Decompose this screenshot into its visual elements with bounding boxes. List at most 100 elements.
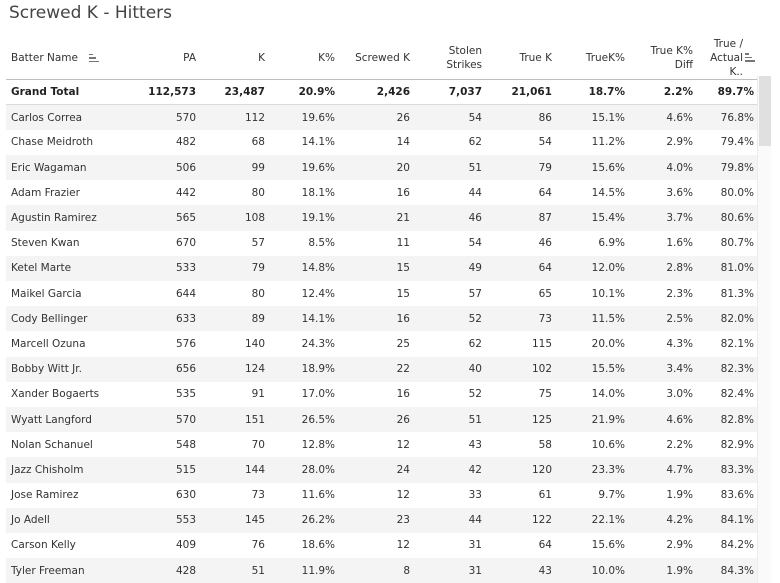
cell-name: Jo Adell [6, 507, 131, 533]
cell-pa: 570 [131, 104, 199, 130]
cell-stolen-strikes: 42 [413, 457, 485, 483]
table-row[interactable]: Tyler Freeman 428 51 11.9% 8 31 43 10.0% 1.9% 84.… [6, 558, 757, 583]
table-row[interactable]: Carson Kelly 409 76 18.6% 12 31 64 15.6% 2.9% 84.… [6, 533, 757, 558]
table-row[interactable]: Jose Ramirez 630 73 11.6% 12 33 61 9.7% 1.9% 83.6… [6, 483, 757, 508]
table-row[interactable]: Ketel Marte 533 79 14.8% 15 49 64 12.0% 2.8% 81.0… [6, 255, 757, 281]
cell-k-pct: 18.6% [301, 539, 335, 552]
cell-true-k-pct: 21.9% [555, 406, 628, 433]
cell-true-k-pct: 11.2% [591, 136, 625, 149]
table-row[interactable]: Steven Kwan 670 57 8.5% 11 54 46 6.9% 1.6% 80.7% [6, 231, 757, 256]
cell-name: Grand Total [6, 79, 131, 106]
cell-true-k: 54 [538, 136, 552, 149]
cell-k-pct: 24.3% [301, 337, 335, 350]
header-true-k-pct[interactable]: TrueK% [555, 37, 628, 80]
table-row[interactable]: Eric Wagaman 506 99 19.6% 20 51 79 15.6% 4.0% 79.… [6, 155, 757, 181]
cell-true-k-diff: 1.9% [666, 489, 693, 502]
cell-name: Jose Ramirez [11, 489, 79, 502]
cell-screwed-k: 26 [338, 104, 413, 130]
cell-true-actual-ratio: 82.1% [720, 337, 754, 350]
header-true-k[interactable]: True K [485, 37, 555, 80]
table-row[interactable]: Maikel Garcia 644 80 12.4% 15 57 65 10.1% 2.3% 81… [6, 281, 757, 306]
cell-true-k-pct: 22.1% [555, 507, 628, 533]
cell-k: 23,487 [199, 79, 268, 106]
cell-screwed-k: 26 [338, 406, 413, 433]
cell-k: 89 [199, 306, 268, 332]
table-row[interactable]: Carlos Correa 570 112 19.6% 26 54 86 15.1% 4.6% 7… [6, 104, 757, 130]
cell-screwed-k: 23 [338, 507, 413, 533]
cell-k-pct: 20.9% [268, 79, 338, 106]
header-stolen-strikes[interactable]: Stolen Strikes [413, 37, 485, 80]
table-row[interactable]: Marcell Ozuna 576 140 24.3% 25 62 115 20.0% 4.3%… [6, 331, 757, 356]
cell-pa: 670 [175, 237, 196, 250]
cell-stolen-strikes: 54 [468, 237, 482, 250]
cell-true-k-diff: 3.4% [628, 356, 696, 382]
table-row[interactable]: Adam Frazier 442 80 18.1% 16 44 64 14.5% 3.6% 80.… [6, 180, 757, 205]
sort-icon[interactable] [89, 53, 100, 63]
table-row[interactable]: Xander Bogaerts 535 91 17.0% 16 52 75 14.0% 3.0%… [6, 382, 757, 407]
page-title: Screwed K - Hitters [9, 3, 173, 23]
cell-true-k-diff: 1.9% [628, 558, 696, 583]
scrollbar-thumb[interactable] [759, 76, 771, 146]
cell-true-k: 75 [538, 388, 552, 401]
cell-true-k: 65 [538, 287, 552, 300]
cell-stolen-strikes: 52 [413, 306, 485, 332]
table-row[interactable]: Nolan Schanuel 548 70 12.8% 12 43 58 10.6% 2.2% 8… [6, 432, 757, 457]
cell-true-k: 73 [485, 306, 555, 332]
cell-name: Maikel Garcia [11, 287, 82, 300]
header-true-actual-ratio[interactable]: True / Actual K.. [696, 37, 757, 80]
cell-true-actual-ratio: 79.4% [720, 136, 754, 149]
cell-true-k-pct: 10.0% [555, 558, 628, 583]
header-screwed-k[interactable]: Screwed K [338, 37, 413, 80]
table-row[interactable]: Jo Adell 553 145 26.2% 23 44 122 22.1% 4.2% 84.1% [6, 507, 757, 533]
cell-true-k: 115 [531, 337, 552, 350]
cell-pa: 570 [131, 406, 199, 433]
sort-icon[interactable] [745, 53, 755, 62]
cell-pa: 112,573 [131, 79, 199, 106]
cell-k: 124 [199, 356, 268, 382]
cell-true-k-diff: 2.5% [628, 306, 696, 332]
table-row[interactable]: Bobby Witt Jr. 656 124 18.9% 22 40 102 15.5% 3.4… [6, 356, 757, 382]
cell-true-k: 43 [485, 558, 555, 583]
cell-stolen-strikes: 54 [413, 104, 485, 130]
cell-screwed-k: 24 [338, 457, 413, 483]
cell-true-k-diff: 4.7% [628, 457, 696, 483]
header-true-k-diff[interactable]: True K% Diff [628, 37, 696, 80]
cell-screwed-k: 11 [396, 237, 410, 250]
cell-k: 51 [199, 558, 268, 583]
header-k[interactable]: K [199, 37, 268, 80]
cell-stolen-strikes: 51 [413, 155, 485, 181]
header-pa[interactable]: PA [131, 37, 199, 80]
table-row[interactable]: Agustin Ramirez 565 108 19.1% 21 46 87 15.4% 3.7… [6, 205, 757, 231]
header-batter-name[interactable]: Batter Name [6, 37, 131, 80]
table-row[interactable]: Jazz Chisholm 515 144 28.0% 24 42 120 23.3% 4.7%… [6, 457, 757, 483]
cell-pa: 576 [175, 337, 196, 350]
cell-true-k: 46 [538, 237, 552, 250]
cell-name: Wyatt Langford [6, 406, 131, 433]
cell-true-actual-ratio: 80.0% [720, 186, 754, 199]
cell-true-actual-ratio: 82.8% [696, 406, 757, 433]
cell-stolen-strikes: 7,037 [413, 79, 485, 106]
cell-screwed-k: 25 [396, 337, 410, 350]
cell-screwed-k: 21 [338, 205, 413, 231]
cell-k-pct: 14.8% [268, 255, 338, 281]
table-row[interactable]: Cody Bellinger 633 89 14.1% 16 52 73 11.5% 2.5% 8… [6, 306, 757, 332]
cell-true-k-pct: 23.3% [555, 457, 628, 483]
cell-stolen-strikes: 62 [468, 136, 482, 149]
cell-k-pct: 18.1% [301, 186, 335, 199]
data-table: Batter Name PA K K% Screwed K Stolen Str… [6, 37, 757, 583]
vertical-scrollbar[interactable] [757, 76, 771, 583]
cell-true-k-pct: 9.7% [598, 489, 625, 502]
cell-true-k: 120 [485, 457, 555, 483]
cell-k: 79 [199, 255, 268, 281]
table-row[interactable]: Wyatt Langford 570 151 26.5% 26 51 125 21.9% 4.6… [6, 406, 757, 433]
cell-true-actual-ratio: 84.3% [696, 558, 757, 583]
table-row[interactable]: Chase Meidroth 482 68 14.1% 14 62 54 11.2% 2.9% 7… [6, 130, 757, 155]
cell-true-actual-ratio: 84.1% [696, 507, 757, 533]
header-k-pct[interactable]: K% [268, 37, 338, 80]
header-batter-name-label: Batter Name [11, 52, 78, 64]
cell-true-actual-ratio: 81.3% [720, 287, 754, 300]
cell-true-actual-ratio: 82.9% [720, 438, 754, 451]
cell-true-actual-ratio: 80.6% [696, 205, 757, 231]
cell-pa: 633 [131, 306, 199, 332]
cell-k: 145 [199, 507, 268, 533]
